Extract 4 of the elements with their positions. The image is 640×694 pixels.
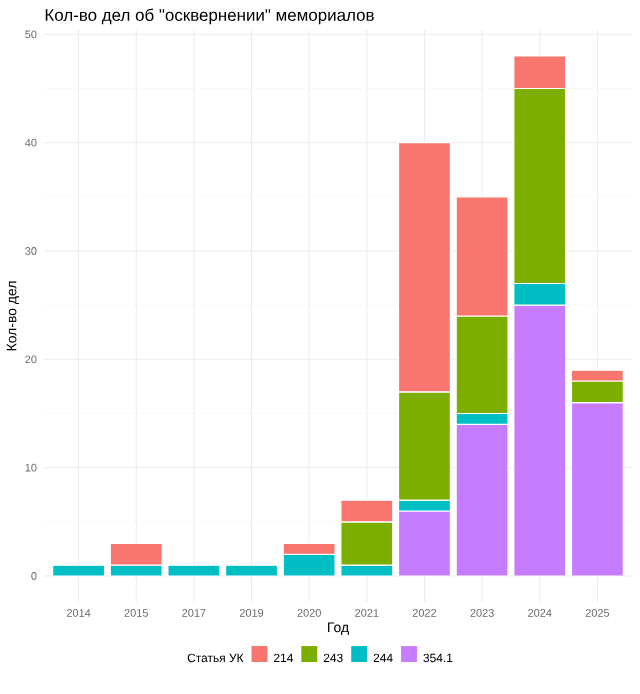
bar bbox=[167, 564, 221, 577]
chart-title: Кол-во дел об "осквернении" мемориалов bbox=[45, 8, 374, 25]
bar bbox=[224, 564, 279, 577]
bar bbox=[52, 564, 106, 577]
